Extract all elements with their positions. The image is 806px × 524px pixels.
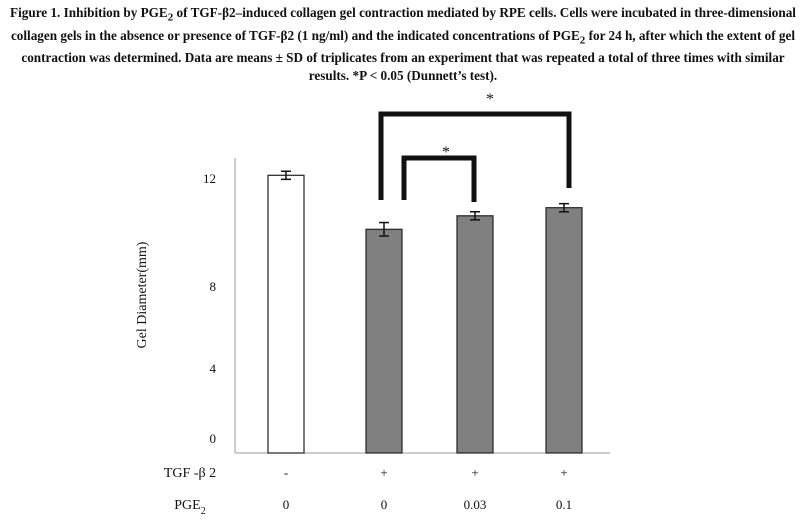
row-label: PGE2 bbox=[174, 498, 205, 517]
y-tick-label: 0 bbox=[210, 431, 217, 446]
row-value: 0.03 bbox=[464, 497, 487, 512]
caption-title: Inhibition by PGE2 of TGF-β2–induced col… bbox=[10, 5, 796, 84]
row-value: + bbox=[560, 465, 567, 480]
y-axis-label: Gel Diameter(mm) bbox=[135, 241, 150, 348]
row-value: + bbox=[471, 465, 478, 480]
significance-bracket-2: * bbox=[401, 144, 477, 202]
condition-row-2: PGE2 0 0 0.03 0.1 bbox=[174, 497, 572, 517]
condition-row-1: TGF -β 2 - + + + bbox=[164, 465, 568, 481]
caption-figure-label: Figure 1. bbox=[10, 5, 61, 20]
y-tick-label: 4 bbox=[210, 361, 217, 376]
error-bar-3 bbox=[470, 211, 480, 221]
bar-3 bbox=[456, 215, 494, 454]
bar-2 bbox=[365, 228, 403, 454]
significance-brackets: ** bbox=[378, 91, 572, 202]
bar-4 bbox=[545, 207, 583, 454]
significance-bracket-1: * bbox=[378, 91, 572, 200]
row-label-subscript: 2 bbox=[201, 506, 206, 517]
y-tick-label: 8 bbox=[210, 279, 217, 294]
error-bars bbox=[281, 170, 569, 237]
row-label: TGF -β 2 bbox=[164, 466, 216, 481]
caption-pvalue: *P < 0.05 (Dunnett’s test). bbox=[349, 68, 498, 84]
error-bar-1 bbox=[281, 170, 291, 181]
y-tick-label: 12 bbox=[203, 171, 216, 186]
bars bbox=[267, 174, 583, 454]
row-value: 0 bbox=[283, 497, 290, 512]
figure-caption: Figure 1. Inhibition by PGE2 of TGF-β2–i… bbox=[4, 4, 802, 85]
row-value: - bbox=[284, 465, 288, 480]
row-value: 0 bbox=[381, 497, 388, 512]
significance-star: * bbox=[442, 144, 450, 161]
row-value: 0.1 bbox=[556, 497, 572, 512]
bracket-line bbox=[378, 111, 572, 200]
error-bar-2 bbox=[379, 221, 389, 237]
significance-star: * bbox=[486, 91, 494, 108]
condition-rows: TGF -β 2 - + + + PGE2 0 0 0.03 0.1 bbox=[164, 465, 572, 517]
bar-1 bbox=[267, 174, 305, 454]
bracket-line bbox=[401, 155, 477, 202]
error-bar-4 bbox=[559, 202, 569, 213]
y-axis-ticks: 0 4 8 12 bbox=[203, 171, 217, 446]
row-value: + bbox=[380, 465, 387, 480]
